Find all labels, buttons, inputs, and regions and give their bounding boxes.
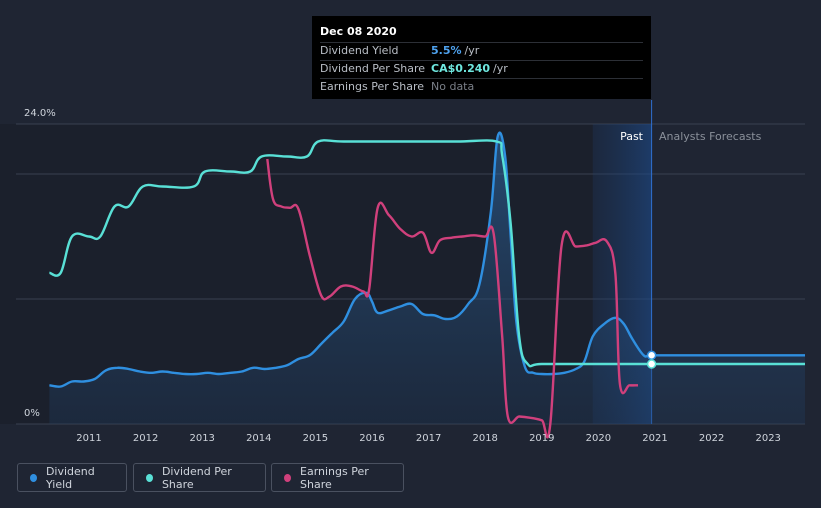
legend-label: Earnings Per Share [300,464,369,491]
tooltip-label: Dividend Per Share [320,62,426,75]
x-tick-label: 2011 [76,433,101,444]
x-tick-label: 2012 [133,433,158,444]
x-tick-label: 2017 [416,433,441,444]
legend-dividend-yield[interactable]: Dividend Yield [17,463,127,492]
x-tick-label: 2022 [699,433,724,444]
y-axis-bottom-label: 0% [24,408,40,419]
legend-label: Dividend Yield [45,464,95,491]
tooltip-value: CA$0.240 [431,62,491,75]
tooltip-row-earnings-per-share: Earnings Per Share No data [320,78,643,96]
x-tick-label: 2023 [755,433,780,444]
tooltip-row-dividend-yield: Dividend Yield 5.5% /yr [320,42,643,60]
legend-label: Dividend Per Share [161,464,232,491]
x-tick-label: 2021 [642,433,667,444]
x-tick-label: 2013 [189,433,214,444]
tooltip-value: 5.5% [431,44,462,57]
markers [646,350,657,369]
dividend-yield-marker [646,350,657,360]
y-axis-top-label: 24.0% [24,108,56,119]
series-lines [49,131,806,439]
dividend-per-share-line [49,139,806,368]
earnings-per-share-line [266,158,639,439]
x-axis-ticks: 2011 2012 2013 2014 2015 2016 2017 2018 2019 2020… [76,433,781,444]
x-tick-label: 2019 [529,433,554,444]
tooltip-row-dividend-per-share: Dividend Per Share CA$0.240 /yr [320,60,643,78]
dividend-yield-area [49,132,805,425]
earnings-per-share-dot-icon [284,473,291,482]
tooltip-unit: /yr [493,62,508,75]
tooltip-label: Dividend Yield [320,44,399,57]
forecast-label: Analysts Forecasts [659,130,762,143]
x-tick-label: 2015 [303,433,328,444]
x-tick-label: 2018 [472,433,497,444]
dividend-per-share-marker [646,359,657,369]
legend-dividend-per-share[interactable]: Dividend Per Share [133,463,266,492]
tooltip-unit: /yr [464,44,480,57]
tooltip-label: Earnings Per Share [320,80,425,93]
x-tick-label: 2014 [246,433,271,444]
dividend-yield-dot-icon [30,473,37,482]
dividend-per-share-dot-icon [146,473,153,482]
tooltip-date: Dec 08 2020 [320,25,397,38]
tooltip-value: No data [431,80,475,93]
past-label: Past [620,130,644,143]
legend-earnings-per-share[interactable]: Earnings Per Share [271,463,404,492]
tooltip: Dec 08 2020 Dividend Yield 5.5% /yr Divi… [312,16,651,99]
x-tick-label: 2020 [586,433,611,444]
x-tick-label: 2016 [359,433,384,444]
